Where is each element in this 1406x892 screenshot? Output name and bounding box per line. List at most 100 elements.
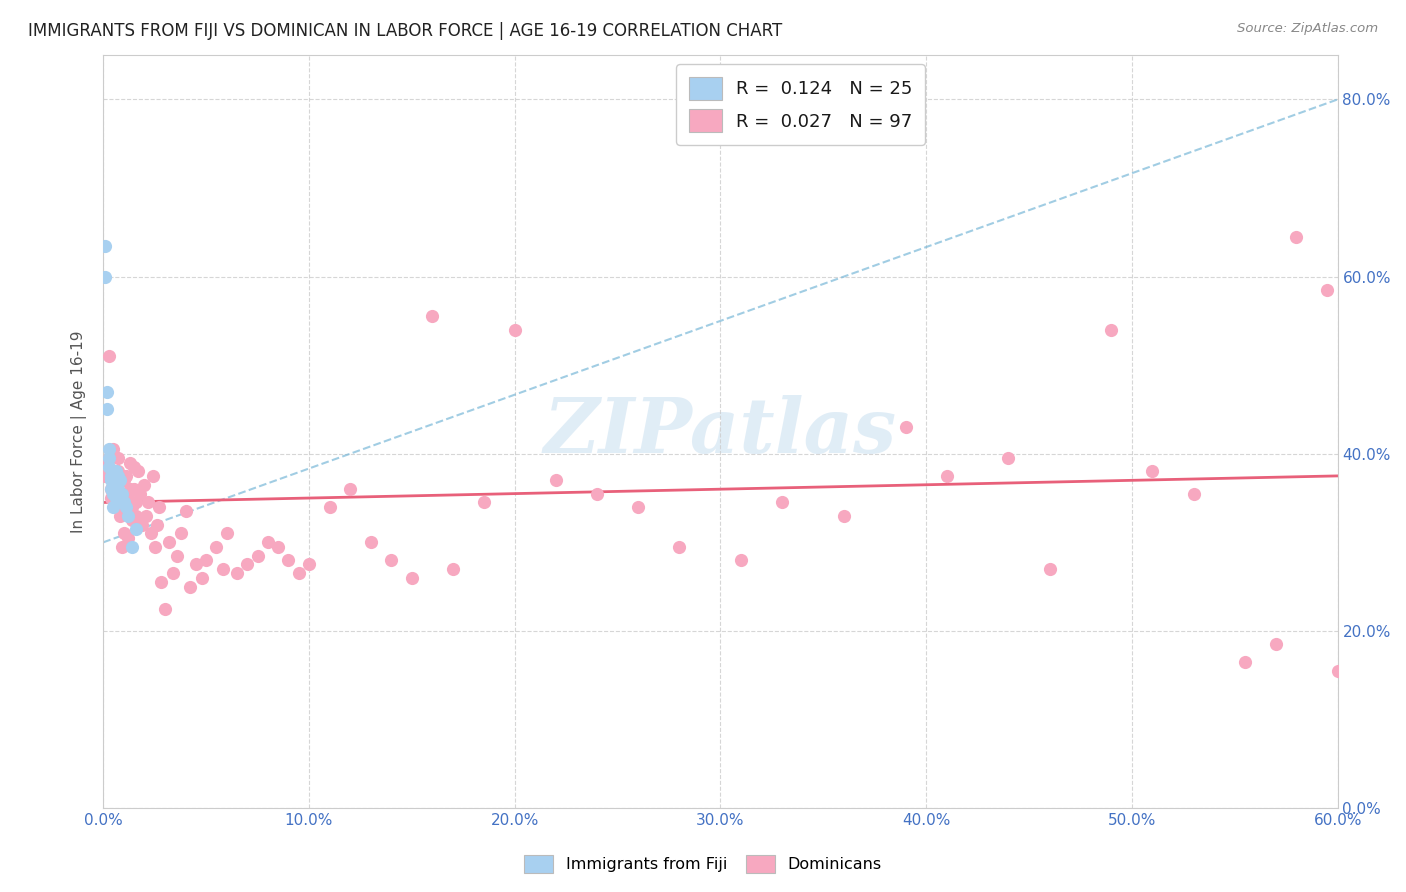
Point (627, 500, 650, 514)
Point (112, 473, 135, 487)
Point (118, 482, 141, 496)
Point (1316, 283, 1339, 297)
Point (121, 513, 143, 527)
Point (1264, 637, 1286, 651)
Point (170, 526, 193, 541)
Point (111, 540, 134, 554)
Point (1357, 402, 1379, 417)
Point (138, 495, 160, 509)
Point (166, 549, 188, 563)
Point (125, 508, 148, 523)
Point (103, 500, 125, 514)
Point (135, 508, 157, 523)
Point (184, 558, 207, 572)
Point (117, 508, 139, 523)
Point (96, 402, 118, 417)
Y-axis label: In Labor Force | Age 16-19: In Labor Force | Age 16-19 (72, 330, 87, 533)
Point (149, 575, 172, 590)
Point (112, 495, 135, 509)
Point (107, 469, 129, 483)
Point (246, 549, 269, 563)
Point (1347, 469, 1369, 483)
Text: IMMIGRANTS FROM FIJI VS DOMINICAN IN LABOR FORCE | AGE 16-19 CORRELATION CHART: IMMIGRANTS FROM FIJI VS DOMINICAN IN LAB… (28, 22, 782, 40)
Point (117, 531, 139, 545)
Point (96, 384, 118, 399)
Point (339, 482, 361, 496)
Point (668, 540, 690, 554)
Point (115, 495, 138, 509)
Point (1337, 274, 1360, 288)
Point (211, 562, 233, 576)
Point (277, 553, 299, 567)
Point (503, 323, 526, 337)
Point (544, 473, 567, 487)
Point (380, 553, 402, 567)
Point (117, 486, 139, 500)
Point (832, 508, 855, 523)
Point (100, 473, 122, 487)
Point (770, 495, 793, 509)
Point (142, 469, 165, 483)
Point (98, 451, 121, 466)
Point (94, 238, 117, 252)
Point (115, 500, 138, 514)
Point (139, 526, 162, 541)
Point (96, 456, 118, 470)
Point (1285, 229, 1308, 244)
Point (730, 553, 752, 567)
Point (1142, 465, 1164, 479)
Point (103, 465, 125, 479)
Point (441, 562, 464, 576)
Point (1182, 486, 1205, 500)
Point (103, 486, 125, 500)
Point (1343, 420, 1365, 434)
Point (108, 473, 131, 487)
Point (997, 451, 1019, 466)
Point (103, 442, 125, 457)
Point (107, 451, 129, 466)
Point (191, 571, 214, 585)
Point (401, 571, 423, 585)
Point (122, 482, 145, 496)
Point (103, 477, 125, 491)
Point (157, 535, 180, 549)
Point (98, 349, 121, 363)
Point (318, 500, 340, 514)
Point (108, 495, 131, 509)
Point (894, 420, 917, 434)
Point (145, 517, 167, 532)
Point (111, 486, 134, 500)
Point (162, 566, 184, 581)
Point (1099, 323, 1122, 337)
Point (148, 500, 170, 514)
Point (108, 508, 131, 523)
Point (205, 540, 228, 554)
Point (1351, 500, 1374, 514)
Point (100, 469, 122, 483)
Point (100, 491, 122, 505)
Point (236, 558, 259, 572)
Legend: R =  0.124   N = 25, R =  0.027   N = 97: R = 0.124 N = 25, R = 0.027 N = 97 (676, 64, 925, 145)
Point (1326, 664, 1348, 678)
Point (94, 469, 117, 483)
Point (94, 269, 117, 284)
Point (98, 451, 121, 466)
Point (122, 460, 145, 475)
Point (125, 522, 148, 536)
Point (104, 465, 127, 479)
Point (127, 465, 149, 479)
Point (134, 477, 156, 491)
Point (129, 486, 152, 500)
Point (1234, 655, 1257, 669)
Point (1364, 460, 1386, 475)
Point (104, 491, 127, 505)
Point (100, 482, 122, 496)
Text: ZIPatlas: ZIPatlas (544, 394, 897, 468)
Point (131, 517, 153, 532)
Point (107, 465, 129, 479)
Point (174, 504, 197, 518)
Point (108, 473, 131, 487)
Point (179, 580, 201, 594)
Point (267, 540, 290, 554)
Point (125, 495, 148, 509)
